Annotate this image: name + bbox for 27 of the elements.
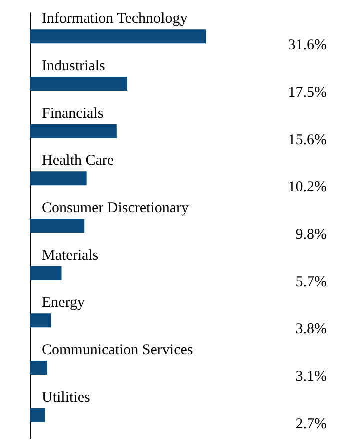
bar <box>30 219 85 233</box>
data-label: 17.5% <box>288 85 327 101</box>
bar <box>30 266 62 280</box>
y-tick-label: Energy <box>42 295 86 312</box>
y-tick-label: Materials <box>42 248 99 264</box>
y-tick-label: Communication Services <box>42 342 194 358</box>
bar <box>30 408 46 422</box>
y-tick-label: Financials <box>42 106 104 122</box>
data-label: 2.7% <box>296 416 327 432</box>
y-tick-label: Utilities <box>42 390 90 406</box>
y-tick-label: Information Technology <box>42 11 188 28</box>
data-label: 5.7% <box>296 274 327 290</box>
bar <box>30 77 128 91</box>
data-label: 3.1% <box>296 369 327 385</box>
bar <box>30 124 117 138</box>
data-label: 15.6% <box>288 132 327 148</box>
data-label: 10.2% <box>288 180 327 196</box>
y-tick-label: Health Care <box>42 153 114 170</box>
bar <box>30 361 48 375</box>
data-label: 3.8% <box>296 322 327 338</box>
data-label: 9.8% <box>296 227 327 243</box>
y-tick-label: Consumer Discretionary <box>42 200 190 216</box>
y-tick-label: Industrials <box>42 58 106 74</box>
bar <box>30 172 87 186</box>
bar <box>30 30 206 44</box>
data-label: 31.6% <box>288 38 327 54</box>
bar <box>30 314 52 328</box>
